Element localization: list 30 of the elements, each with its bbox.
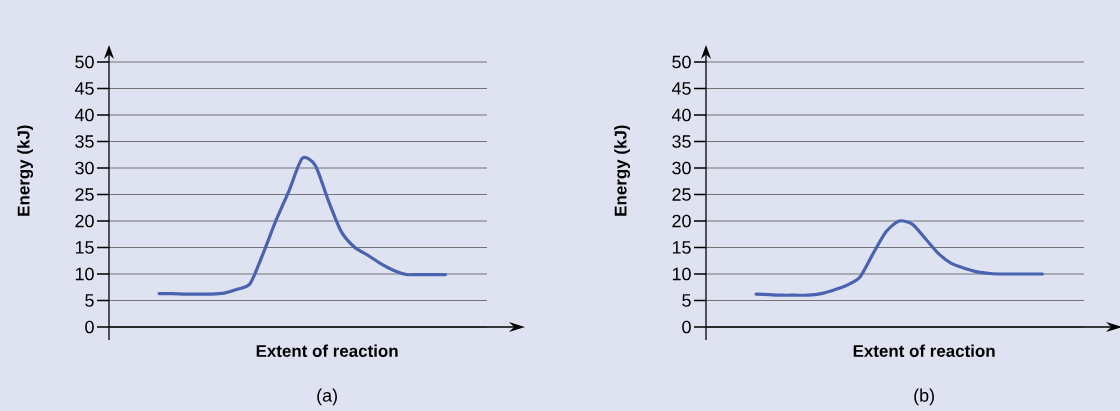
y-tick-label: 20 — [672, 214, 691, 228]
y-tick-label: 0 — [682, 320, 691, 334]
y-tick-label: 45 — [74, 82, 94, 95]
y-tick-label: 5 — [85, 294, 94, 307]
y-tick-label: 30 — [75, 161, 94, 175]
y-tick-label: 40 — [671, 108, 691, 122]
y-tick-label: 50 — [75, 55, 94, 69]
y-axis-title: Energy (kJ) — [17, 125, 34, 216]
y-tick-label: 40 — [74, 108, 94, 122]
y-tick-label: 35 — [75, 135, 94, 148]
y-tick-label: 25 — [672, 188, 691, 201]
y-axis-title: Energy (kJ) — [614, 125, 631, 216]
x-axis-title: Extent of reaction — [853, 344, 995, 357]
y-tick-label: 25 — [75, 188, 94, 201]
line-series — [754, 219, 1044, 297]
y-tick-label: 50 — [672, 55, 691, 69]
y-tick-label: 20 — [75, 214, 94, 228]
text: (b) — [914, 388, 934, 406]
text: (a) — [317, 388, 337, 406]
y-tick-label: 10 — [672, 267, 691, 281]
y-tick-label: 5 — [682, 294, 691, 307]
y-tick-label: 0 — [85, 320, 94, 334]
y-tick-label: 15 — [75, 241, 94, 254]
x-axis-title: Extent of reaction — [256, 344, 398, 357]
y-tick-label: 45 — [671, 82, 691, 95]
y-tick-label: 30 — [672, 161, 691, 175]
y-tick-label: 15 — [672, 241, 691, 254]
y-tick-label: 10 — [75, 267, 94, 281]
y-tick-label: 35 — [672, 135, 691, 148]
line-series — [157, 156, 447, 296]
